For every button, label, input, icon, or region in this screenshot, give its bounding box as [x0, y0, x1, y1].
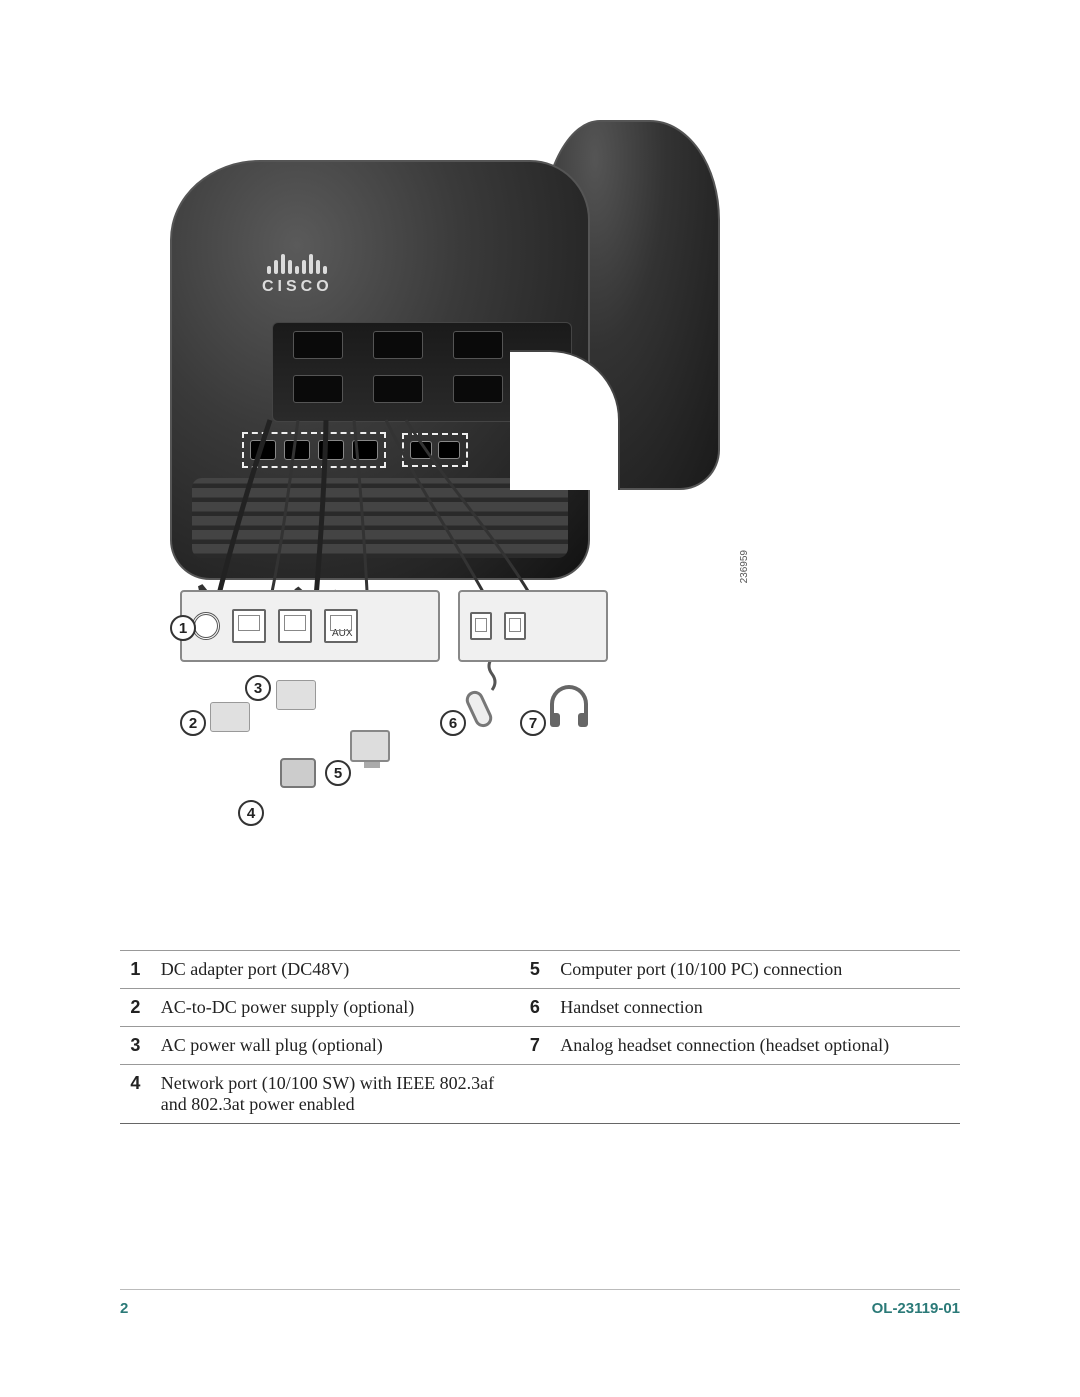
right-port-panel: [458, 590, 608, 662]
table-row: 1DC adapter port (DC48V)5Computer port (…: [120, 951, 960, 989]
legend-desc: Analog headset connection (headset optio…: [550, 1027, 960, 1065]
table-row: 3AC power wall plug (optional)7Analog he…: [120, 1027, 960, 1065]
port-panels: AUX: [180, 590, 608, 662]
legend-num: 6: [520, 989, 551, 1027]
legend-desc: Handset connection: [550, 989, 960, 1027]
monitor-icon: [350, 730, 390, 762]
table-row: 4Network port (10/100 SW) with IEEE 802.…: [120, 1065, 960, 1124]
phone-device: CISCO: [170, 120, 730, 590]
callout-4: 4: [238, 800, 264, 826]
legend-table: 1DC adapter port (DC48V)5Computer port (…: [120, 950, 960, 1124]
brand-text: CISCO: [262, 278, 333, 296]
legend-num: 1: [120, 951, 151, 989]
network-jack-icon: [232, 609, 266, 643]
connection-diagram: CISCO AUX: [120, 120, 800, 920]
callout-2: 2: [180, 710, 206, 736]
callout-5: 5: [325, 760, 351, 786]
legend-desc: AC-to-DC power supply (optional): [151, 989, 520, 1027]
callout-6: 6: [440, 710, 466, 736]
legend-num: 5: [520, 951, 551, 989]
handset-jack-icon: [470, 612, 492, 640]
headset-jack-icon: [504, 612, 526, 640]
table-row: 2AC-to-DC power supply (optional)6Handse…: [120, 989, 960, 1027]
legend-desc: AC power wall plug (optional): [151, 1027, 520, 1065]
plug-icon: [210, 702, 250, 732]
legend-desc: [550, 1065, 960, 1124]
dc-jack-icon: [192, 612, 220, 640]
left-port-panel: AUX: [180, 590, 440, 662]
headset-icon: [550, 685, 588, 723]
legend-num: 4: [120, 1065, 151, 1124]
pc-jack-icon: [278, 609, 312, 643]
page-number: 2: [120, 1300, 128, 1317]
callout-7: 7: [520, 710, 546, 736]
port-row: [242, 432, 468, 468]
legend-desc: Computer port (10/100 PC) connection: [550, 951, 960, 989]
figure-id: 236959: [739, 550, 750, 583]
callout-3: 3: [245, 675, 271, 701]
aux-jack-icon: AUX: [324, 609, 358, 643]
legend-desc: Network port (10/100 SW) with IEEE 802.3…: [151, 1065, 520, 1124]
legend-num: [520, 1065, 551, 1124]
legend-num: 3: [120, 1027, 151, 1065]
legend-num: 7: [520, 1027, 551, 1065]
cisco-logo: CISCO: [262, 252, 333, 296]
plug-icon: [276, 680, 316, 710]
callout-1: 1: [170, 615, 196, 641]
handset-icon: [463, 688, 495, 730]
document-id: OL-23119-01: [872, 1300, 960, 1317]
legend-num: 2: [120, 989, 151, 1027]
legend-desc: DC adapter port (DC48V): [151, 951, 520, 989]
page-footer: 2 OL-23119-01: [120, 1289, 960, 1317]
router-icon: [280, 758, 316, 788]
